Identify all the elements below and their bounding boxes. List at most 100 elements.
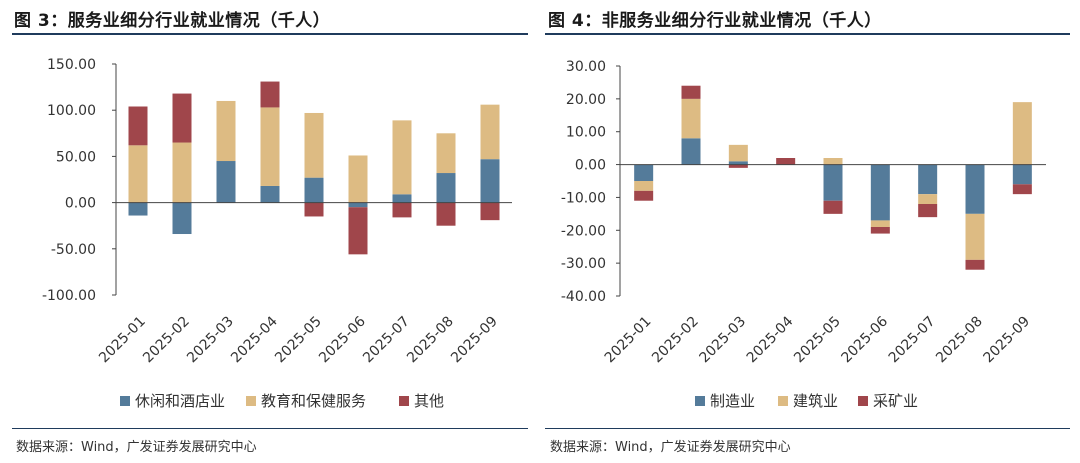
figure-3-top-rule: [12, 33, 528, 35]
bar-2025-08-series-2: [436, 202, 456, 226]
bar-2025-05-series-0: [304, 177, 324, 203]
y-tick-label: 0.00: [575, 158, 606, 174]
bar-2025-03-series-1: [728, 144, 748, 162]
bar-2025-09-series-0: [1012, 164, 1032, 185]
figure-3-title: 图 3：服务业细分行业就业情况（千人）: [14, 11, 331, 31]
y-tick-label: -20.00: [561, 223, 606, 239]
bar-2025-06-series-1: [870, 220, 890, 227]
legend-swatch: [246, 396, 256, 406]
bar-2025-06-series-0: [348, 202, 368, 208]
bar-2025-03-series-0: [728, 161, 748, 165]
legend-swatch: [858, 396, 868, 406]
legend-swatch: [120, 396, 130, 406]
bar-2025-07-series-1: [392, 120, 412, 195]
y-tick-label: -10.00: [561, 190, 606, 206]
bar-2025-06-series-2: [348, 207, 368, 255]
figure-4-top-rule: [545, 33, 1070, 35]
bar-2025-09-series-2: [1012, 184, 1032, 195]
legend-label: 其他: [414, 392, 444, 410]
bar-2025-01-series-0: [128, 202, 148, 216]
bar-2025-02-series-1: [172, 142, 192, 203]
figure-4-bottom-rule: [545, 428, 1070, 429]
bar-2025-04-series-2: [776, 158, 796, 165]
legend-swatch: [778, 396, 788, 406]
bar-2025-09-series-2: [480, 202, 500, 221]
bar-2025-03-series-2: [728, 164, 748, 168]
x-tick-label: 2025-04: [228, 313, 281, 366]
figure-4-title: 图 4：非服务业细分行业就业情况（千人）: [548, 11, 882, 31]
bar-2025-04-series-0: [260, 185, 280, 203]
bar-2025-08-series-1: [436, 133, 456, 174]
bar-2025-02-series-2: [681, 85, 701, 99]
bar-2025-01-series-2: [128, 106, 148, 146]
y-tick-label: 30.00: [566, 59, 606, 75]
x-tick-label: 2025-01: [602, 314, 655, 367]
bar-2025-07-series-2: [392, 202, 412, 218]
x-tick-label: 2025-02: [649, 314, 702, 367]
legend-label: 建筑业: [793, 392, 838, 410]
legend-swatch: [399, 396, 409, 406]
bar-2025-05-series-2: [304, 202, 324, 217]
chart-3: 150.00100.0050.000.00-50.00-100.002025-0…: [42, 57, 512, 410]
bar-2025-03-series-1: [216, 100, 236, 162]
bar-2025-02-series-0: [681, 138, 701, 165]
bar-2025-05-series-1: [823, 158, 843, 165]
x-tick-label: 2025-01: [96, 314, 149, 367]
figure-3-bottom-rule: [12, 428, 528, 429]
y-tick-label: 10.00: [566, 125, 606, 141]
y-tick-label: -40.00: [561, 289, 606, 305]
legend-label: 制造业: [710, 392, 755, 410]
bar-2025-06-series-1: [348, 155, 368, 203]
bar-2025-08-series-1: [965, 213, 985, 260]
bar-2025-02-series-0: [172, 202, 192, 235]
bar-2025-05-series-0: [823, 164, 843, 201]
figure-4-source: 数据来源：Wind，广发证券发展研究中心: [550, 440, 791, 455]
y-tick-label: 50.00: [56, 149, 96, 165]
bar-2025-03-series-0: [216, 161, 236, 203]
figure-3-source: 数据来源：Wind，广发证券发展研究中心: [16, 440, 257, 455]
bar-2025-01-series-1: [128, 145, 148, 203]
legend-swatch: [695, 396, 705, 406]
bar-2025-08-series-2: [965, 259, 985, 270]
y-tick-label: -30.00: [561, 256, 606, 272]
x-tick-label: 2025-08: [404, 314, 457, 367]
x-tick-label: 2025-09: [980, 314, 1033, 367]
x-tick-label: 2025-04: [744, 313, 797, 366]
x-tick-label: 2025-09: [448, 314, 501, 367]
x-tick-label: 2025-06: [316, 313, 369, 366]
bar-2025-09-series-1: [1012, 102, 1032, 165]
bar-2025-05-series-1: [304, 112, 324, 178]
bar-2025-07-series-0: [392, 194, 412, 203]
x-tick-label: 2025-05: [791, 314, 844, 367]
bar-2025-04-series-1: [260, 107, 280, 186]
x-tick-label: 2025-07: [360, 314, 413, 367]
bar-2025-08-series-0: [436, 173, 456, 203]
bar-2025-07-series-1: [918, 194, 938, 204]
y-tick-label: 100.00: [47, 103, 96, 119]
y-tick-label: 150.00: [47, 57, 96, 73]
bar-2025-05-series-2: [823, 200, 843, 214]
bar-2025-07-series-2: [918, 204, 938, 218]
x-tick-label: 2025-03: [184, 314, 237, 367]
x-tick-label: 2025-05: [272, 314, 325, 367]
bar-2025-09-series-0: [480, 159, 500, 203]
bar-2025-01-series-1: [634, 181, 654, 191]
bar-2025-02-series-2: [172, 93, 192, 143]
bar-2025-02-series-1: [681, 98, 701, 139]
y-tick-label: 0.00: [65, 196, 96, 212]
y-tick-label: 20.00: [566, 92, 606, 108]
bar-2025-01-series-2: [634, 190, 654, 201]
legend-label: 采矿业: [873, 392, 918, 410]
legend-label: 休闲和酒店业: [135, 392, 225, 410]
bar-2025-04-series-2: [260, 81, 280, 108]
x-tick-label: 2025-03: [696, 314, 749, 367]
x-tick-label: 2025-06: [838, 313, 891, 366]
x-tick-label: 2025-02: [140, 314, 193, 367]
bar-2025-09-series-1: [480, 104, 500, 160]
y-tick-label: -50.00: [51, 242, 96, 258]
y-tick-label: -100.00: [42, 288, 96, 304]
x-tick-label: 2025-08: [933, 314, 986, 367]
bar-2025-06-series-2: [870, 227, 890, 234]
bar-2025-06-series-0: [870, 164, 890, 221]
